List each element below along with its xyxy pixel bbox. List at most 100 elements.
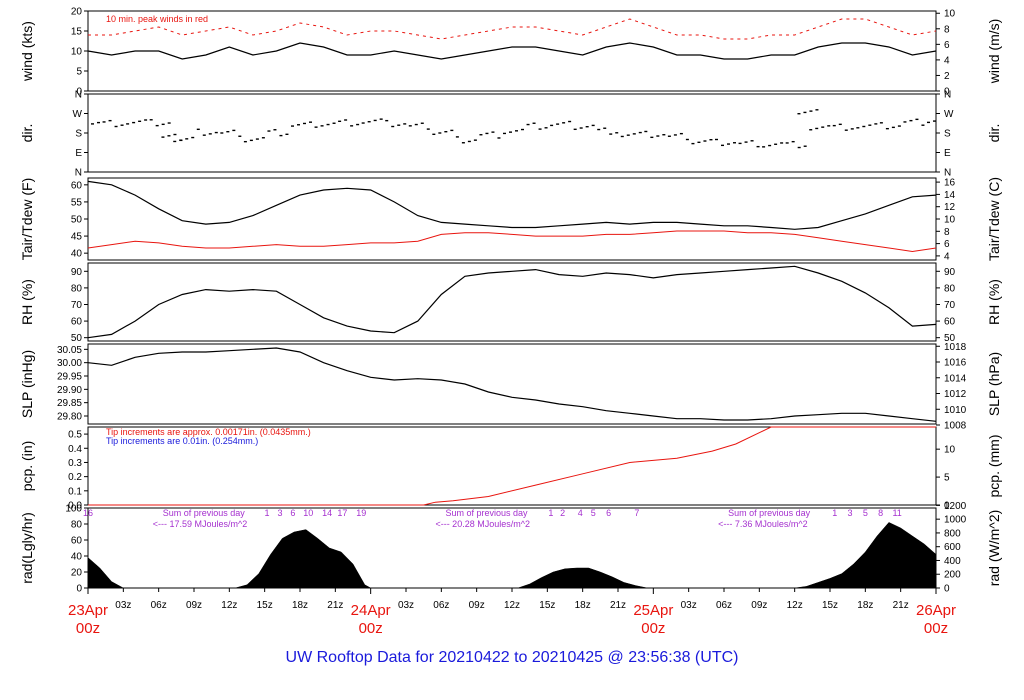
slp-frame: [87, 343, 937, 425]
time-axis: 03z 06z 09z 12z 15z 18z 21z 03z 06z 09z 12z 15z 18z 2…: [68, 588, 956, 637]
dir-right-tick-label: S: [944, 129, 951, 140]
dir-right-axis-label: dir.: [986, 124, 1002, 143]
slp-left-axis-label: SLP (inHg): [19, 350, 35, 418]
rad-hour-digit: 19: [356, 508, 366, 518]
dir-right-tick-label: W: [944, 109, 954, 120]
slp-series-line-0: [87, 347, 937, 422]
rh-left-tick-label: 50: [71, 333, 83, 344]
pcp-left-tick-label: 0.2: [68, 472, 82, 483]
hour-label: 09z: [751, 600, 767, 611]
rad-right-tick-label: 600: [944, 542, 961, 553]
rad-panel: 020406080100020040060080010001200rad(Lgl…: [19, 501, 1002, 595]
rad-hour-digit: 1: [832, 508, 837, 518]
temp-left-tick-label: 55: [71, 197, 83, 208]
rad-hour-digit: 3: [848, 508, 853, 518]
pcp-frame: [87, 426, 937, 506]
hour-label: 03z: [398, 600, 414, 611]
rad-hour-digit: 4: [578, 508, 583, 518]
rad-right-tick-label: 1200: [944, 501, 967, 512]
temp-right-tick-label: 12: [944, 202, 956, 213]
dir-right-tick-label: N: [944, 168, 951, 179]
day-label-date: 23Apr: [68, 602, 108, 619]
pcp-right-tick-label: 5: [944, 473, 950, 484]
rad-daily-sum-label: Sum of previous day: [728, 508, 811, 518]
pcp-left-tick-label: 0.3: [68, 458, 82, 469]
slp-right-tick-label: 1012: [944, 389, 967, 400]
hour-label: 06z: [716, 600, 732, 611]
wind-left-tick-label: 20: [71, 7, 83, 18]
slp-right-tick-label: 1014: [944, 373, 967, 384]
rad-left-tick-label: 40: [71, 552, 83, 563]
rad-hour-digit: 16: [83, 508, 93, 518]
dir-left-tick-label: N: [75, 168, 82, 179]
rad-right-tick-label: 400: [944, 556, 961, 567]
temp-right-tick-label: 4: [944, 251, 950, 262]
slp-left-tick-label: 30.00: [57, 358, 82, 369]
rh-frame: [87, 262, 937, 342]
rh-right-tick-label: 60: [944, 317, 956, 328]
day-label-date: 26Apr: [916, 602, 956, 619]
slp-left-tick-label: 29.95: [57, 372, 82, 383]
wind-frame: [87, 10, 937, 92]
hour-label: 15z: [257, 600, 273, 611]
wind-right-tick-label: 6: [944, 40, 950, 51]
rh-series-line-0: [87, 265, 937, 339]
hour-label: 06z: [433, 600, 449, 611]
hour-label: 15z: [539, 600, 555, 611]
rh-left-tick-label: 90: [71, 267, 83, 278]
rad-hour-digit: 3: [277, 508, 282, 518]
rh-right-tick-label: 50: [944, 333, 956, 344]
rad-hour-digit: 5: [591, 508, 596, 518]
hour-label: 12z: [787, 600, 803, 611]
pcp-note: Tip increments are approx. 0.00171in. (0…: [106, 427, 311, 437]
hour-label: 03z: [115, 600, 131, 611]
wind-series-line-0: [87, 42, 937, 60]
temp-series-line-0: [87, 180, 937, 230]
hour-label: 06z: [151, 600, 167, 611]
slp-left-tick-label: 30.05: [57, 345, 82, 356]
rad-left-tick-label: 80: [71, 520, 83, 531]
dir-left-tick-label: N: [75, 90, 82, 101]
wind-left-tick-label: 5: [76, 67, 82, 78]
rad-left-axis-label: rad(Lgly/hr): [19, 512, 35, 584]
pcp-right-tick-label: 0: [944, 501, 950, 512]
wind-left-tick-label: 15: [71, 27, 83, 38]
rad-hour-digit: 6: [606, 508, 611, 518]
temp-left-axis-label: Tair/Tdew (F): [19, 178, 35, 260]
slp-right-axis-label: SLP (hPa): [986, 352, 1002, 416]
rad-hour-digit: 5: [863, 508, 868, 518]
rad-daily-sum-value: <--- 17.59 MJoules/m^2: [153, 519, 248, 529]
rh-left-tick-label: 60: [71, 317, 83, 328]
wind-right-tick-label: 10: [944, 9, 956, 20]
wind-right-tick-label: 0: [944, 87, 950, 98]
temp-right-tick-label: 6: [944, 239, 950, 250]
chart-title: UW Rooftop Data for 20210422 to 20210425…: [285, 649, 739, 666]
rad-left-tick-label: 60: [71, 536, 83, 547]
temp-left-tick-label: 45: [71, 232, 83, 243]
rad-daily-sum-label: Sum of previous day: [163, 508, 246, 518]
hour-label: 18z: [575, 600, 591, 611]
rad-hour-digit: 11: [892, 508, 901, 518]
wind-right-tick-label: 8: [944, 24, 950, 35]
rh-left-tick-label: 70: [71, 300, 83, 311]
hour-label: 15z: [822, 600, 838, 611]
slp-left-tick-label: 29.85: [57, 398, 82, 409]
rh-left-axis-label: RH (%): [19, 279, 35, 325]
rad-right-tick-label: 200: [944, 570, 961, 581]
rad-right-tick-label: 1000: [944, 515, 967, 526]
hour-label: 12z: [221, 600, 237, 611]
rh-right-tick-label: 90: [944, 267, 956, 278]
dir-left-tick-label: E: [75, 148, 82, 159]
dir-right-tick-label: E: [944, 148, 951, 159]
day-label-time: 00z: [76, 620, 100, 637]
hour-label: 09z: [186, 600, 202, 611]
day-label-time: 00z: [924, 620, 948, 637]
rad-left-tick-label: 0: [76, 584, 82, 595]
rad-hour-digit: 1: [265, 508, 270, 518]
wind-annotation: 10 min. peak winds in red: [106, 14, 208, 24]
temp-right-axis-label: Tair/Tdew (C): [986, 177, 1002, 261]
dir-left-tick-label: W: [73, 109, 83, 120]
